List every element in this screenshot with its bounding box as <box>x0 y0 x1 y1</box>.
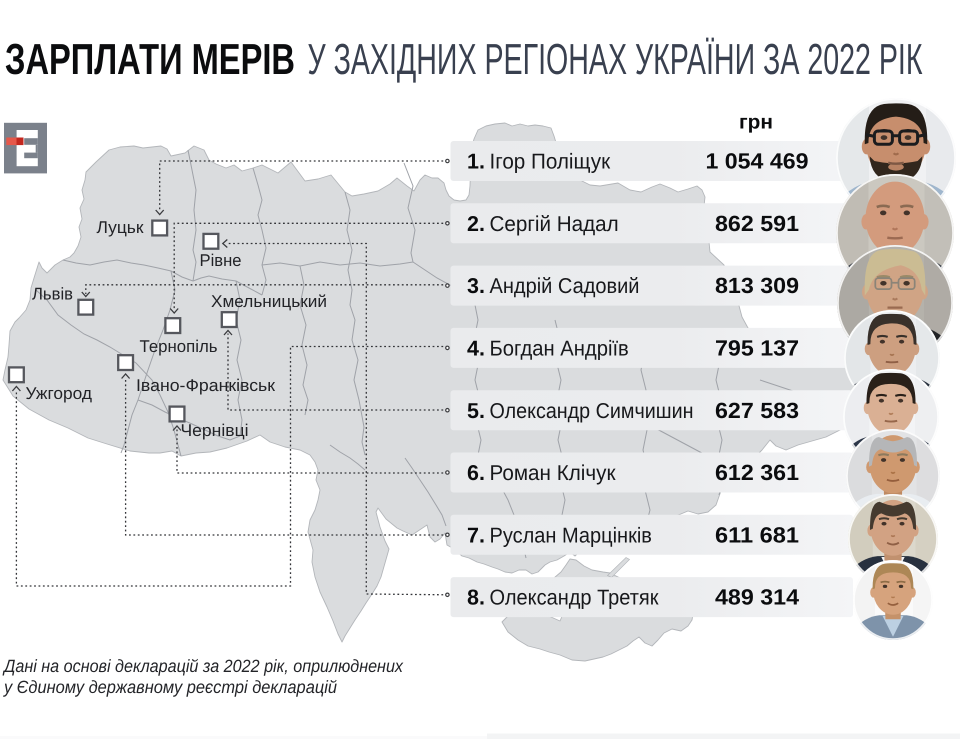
svg-text:1.: 1. <box>467 150 485 174</box>
svg-text:2.: 2. <box>467 212 485 236</box>
svg-text:Ужгород: Ужгород <box>26 384 93 403</box>
svg-text:Олександр Симчишин: Олександр Симчишин <box>490 399 694 423</box>
svg-text:Львів: Львів <box>32 285 73 304</box>
svg-text:4.: 4. <box>467 337 485 361</box>
svg-text:Хмельницький: Хмельницький <box>211 292 327 311</box>
svg-text:у Єдиному державному реєстрі д: у Єдиному державному реєстрі декларацій <box>3 677 337 697</box>
svg-text:612 361: 612 361 <box>715 460 799 485</box>
svg-text:грн: грн <box>739 112 773 134</box>
svg-text:Сергій Надал: Сергій Надал <box>490 212 619 236</box>
svg-text:3.: 3. <box>467 274 485 298</box>
svg-text:6.: 6. <box>467 461 485 485</box>
svg-text:611 681: 611 681 <box>715 522 799 547</box>
svg-text:5.: 5. <box>467 399 485 423</box>
svg-text:862 591: 862 591 <box>715 211 799 236</box>
svg-text:Рівне: Рівне <box>200 251 242 270</box>
svg-text:У ЗАХІДНИХ РЕГІОНАХ УКРАЇНИ ЗА: У ЗАХІДНИХ РЕГІОНАХ УКРАЇНИ ЗА 2022 РІК <box>308 36 923 84</box>
svg-text:Дані на основі декларацій за 2: Дані на основі декларацій за 2022 рік, о… <box>2 656 404 676</box>
svg-text:1 054 469: 1 054 469 <box>706 149 809 174</box>
svg-text:Ігор Поліщук: Ігор Поліщук <box>490 150 611 174</box>
svg-text:489 314: 489 314 <box>715 585 800 610</box>
svg-text:813 309: 813 309 <box>715 273 799 298</box>
svg-text:795 137: 795 137 <box>715 336 799 361</box>
svg-text:Івано-Франківськ: Івано-Франківськ <box>136 376 276 395</box>
svg-text:Руслан Марцінків: Руслан Марцінків <box>490 523 652 547</box>
svg-text:627 583: 627 583 <box>715 398 799 423</box>
svg-text:7.: 7. <box>467 523 485 547</box>
svg-text:Луцьк: Луцьк <box>97 218 145 237</box>
svg-text:Андрій Садовий: Андрій Садовий <box>490 274 640 298</box>
svg-text:ЗАРПЛАТИ МЕРІВ: ЗАРПЛАТИ МЕРІВ <box>5 36 295 84</box>
svg-text:Олександр Третяк: Олександр Третяк <box>490 586 660 610</box>
svg-text:Чернівці: Чернівці <box>181 421 249 440</box>
svg-text:Тернопіль: Тернопіль <box>140 337 218 356</box>
svg-text:Роман Клічук: Роман Клічук <box>490 461 617 485</box>
svg-text:Богдан Андріїв: Богдан Андріїв <box>490 337 629 361</box>
svg-text:8.: 8. <box>467 586 485 610</box>
